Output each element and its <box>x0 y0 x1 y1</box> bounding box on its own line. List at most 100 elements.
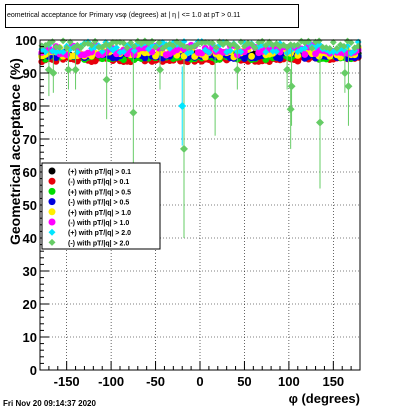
axis-ticks: -150 -100 -50 0 50 100 150 0 10 20 30 40 50 60 70 80 90 1… <box>15 33 361 389</box>
data-point <box>287 47 295 55</box>
data-point <box>95 43 103 51</box>
data-point <box>137 40 145 47</box>
y-tick-label: 0 <box>30 363 37 378</box>
data-point <box>230 40 238 48</box>
data-point <box>233 43 241 51</box>
data-point <box>130 42 138 50</box>
legend-label: (-) with pT/|q| > 0.5 <box>68 200 129 207</box>
data-point <box>276 43 284 50</box>
data-point <box>344 82 353 91</box>
legend-label: (-) with pT/|q| > 2.0 <box>68 240 129 247</box>
data-point <box>123 44 131 52</box>
data-point <box>127 39 135 47</box>
x-tick-label: -50 <box>146 374 165 389</box>
legend-marker <box>48 177 56 185</box>
y-tick-label: 60 <box>23 165 37 180</box>
x-tick-label: 100 <box>278 374 300 389</box>
legend: (+) with pT/|q| > 0.1 (-) with pT/|q| > 0… <box>41 162 161 250</box>
data-point <box>283 65 292 74</box>
data-point <box>237 48 245 56</box>
chart-title-box: eometrical acceptance for Primary vsφ (d… <box>5 4 299 28</box>
data-point <box>98 43 106 51</box>
y-tick-label: 10 <box>23 330 37 345</box>
y-tick-label: 90 <box>23 66 37 81</box>
data-point <box>354 38 362 46</box>
data-point <box>88 41 95 49</box>
data-point <box>326 45 334 52</box>
chart-title: eometrical acceptance for Primary vsφ (d… <box>7 12 241 19</box>
data-point <box>102 41 110 48</box>
data-point <box>98 48 106 55</box>
data-point <box>262 41 270 49</box>
data-point <box>178 102 187 110</box>
x-tick-label: 150 <box>322 374 344 389</box>
data-point <box>248 40 255 48</box>
data-point <box>344 42 351 50</box>
data-point <box>205 49 213 56</box>
data-point <box>329 38 337 46</box>
series-8 <box>38 37 362 52</box>
data-point <box>258 41 266 49</box>
data-point <box>113 44 120 51</box>
y-tick-label: 50 <box>23 198 37 213</box>
data-point <box>294 52 302 59</box>
y-tick-label: 30 <box>23 264 37 279</box>
legend-label: (-) with pT/|q| > 0.1 <box>68 179 129 186</box>
legend-label: (-) with pT/|q| > 1.0 <box>68 220 129 227</box>
data-point <box>109 38 117 46</box>
data-point <box>130 51 138 58</box>
data-point <box>276 55 284 62</box>
data-point <box>286 105 295 114</box>
data-point <box>102 75 111 84</box>
data-point <box>184 43 191 51</box>
legend-marker <box>48 198 56 206</box>
data-point <box>70 44 78 52</box>
legend-box <box>41 162 161 250</box>
data-point <box>56 44 63 51</box>
data-point <box>354 42 362 50</box>
data-point <box>145 39 152 47</box>
data-point <box>88 48 95 56</box>
data-point <box>63 44 71 52</box>
legend-marker <box>48 208 56 216</box>
data-point <box>340 42 348 50</box>
data-point <box>73 48 81 56</box>
data-point <box>262 48 270 56</box>
data-point <box>333 44 341 52</box>
data-series <box>38 37 362 238</box>
x-tick-label: -150 <box>54 374 80 389</box>
y-tick-label: 20 <box>23 297 37 312</box>
data-point <box>187 48 195 56</box>
data-point <box>166 40 174 48</box>
data-point <box>141 54 149 62</box>
data-point <box>316 118 324 127</box>
data-point <box>212 44 220 51</box>
data-point <box>109 46 117 54</box>
data-point <box>205 39 213 47</box>
data-point <box>211 92 220 101</box>
data-point <box>152 43 159 51</box>
data-point <box>130 47 138 55</box>
data-point <box>49 69 58 77</box>
data-point <box>177 40 184 48</box>
data-point <box>322 44 330 51</box>
data-point <box>241 42 248 50</box>
data-point <box>273 48 280 56</box>
data-point <box>180 144 188 153</box>
data-point <box>156 65 164 74</box>
data-point <box>301 44 309 52</box>
legend-label: (+) with pT/|q| > 2.0 <box>68 230 131 237</box>
data-point <box>145 45 152 53</box>
data-point <box>233 65 242 74</box>
data-point <box>66 38 74 46</box>
data-point <box>294 48 302 56</box>
x-tick-label: 0 <box>196 374 203 389</box>
data-point <box>308 44 316 52</box>
data-point <box>120 39 127 47</box>
outlier-points <box>44 40 353 238</box>
legend-label: (+) with pT/|q| > 1.0 <box>68 210 131 217</box>
data-point <box>290 41 298 49</box>
data-point <box>287 82 296 91</box>
data-point <box>77 44 85 52</box>
y-tick-label: 40 <box>23 231 37 246</box>
